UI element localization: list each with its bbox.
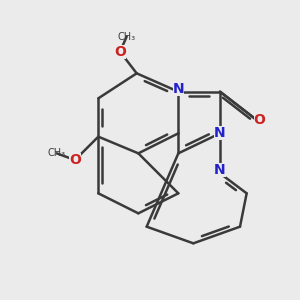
Text: N: N (214, 163, 226, 177)
Text: CH₃: CH₃ (48, 148, 66, 158)
Text: O: O (114, 45, 126, 59)
Text: CH₃: CH₃ (118, 32, 136, 42)
Text: O: O (254, 113, 266, 127)
Text: O: O (69, 153, 81, 167)
Text: N: N (172, 82, 184, 96)
Text: N: N (214, 126, 226, 140)
